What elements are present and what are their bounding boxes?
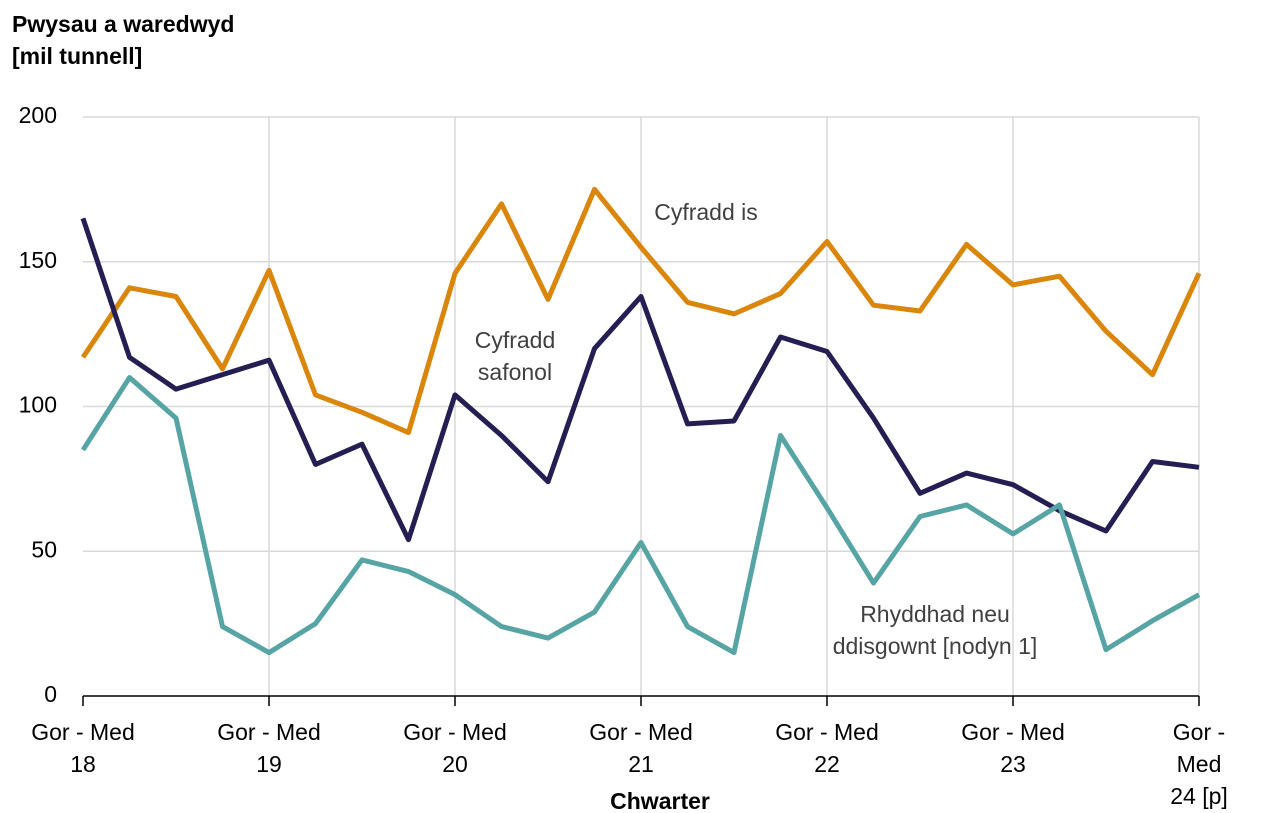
x-axis-title: Chwarter (610, 788, 710, 813)
series-line (80, 186, 1202, 436)
y-tick-label: 200 (19, 102, 57, 128)
series-label: Cyfradd safonol (474, 327, 556, 385)
x-tick-label: Gor - Med 19 (217, 719, 321, 777)
y-tick-label: 50 (31, 536, 57, 562)
x-tick-label: Gor - Med 20 (403, 719, 507, 777)
y-axis-title: Pwysau a waredwyd [mil tunnell] (12, 11, 235, 69)
series-line (80, 375, 1201, 656)
x-tick-label: Gor - Med 18 (31, 719, 135, 777)
series-label: Rhyddhad neu ddisgownt [nodyn 1] (832, 601, 1038, 659)
series-label: Cyfradd is (654, 199, 758, 225)
x-tick-label: Gor - Med 23 (961, 719, 1065, 777)
y-tick-label: 0 (44, 681, 57, 707)
x-tick-label: Gor - Med 24 [p] (1170, 719, 1228, 809)
series-line (80, 217, 1200, 543)
x-tick-label: Gor - Med 22 (775, 719, 879, 777)
y-tick-label: 150 (19, 247, 57, 273)
x-tick-label: Gor - Med 21 (589, 719, 693, 777)
y-tick-label: 100 (19, 392, 57, 418)
